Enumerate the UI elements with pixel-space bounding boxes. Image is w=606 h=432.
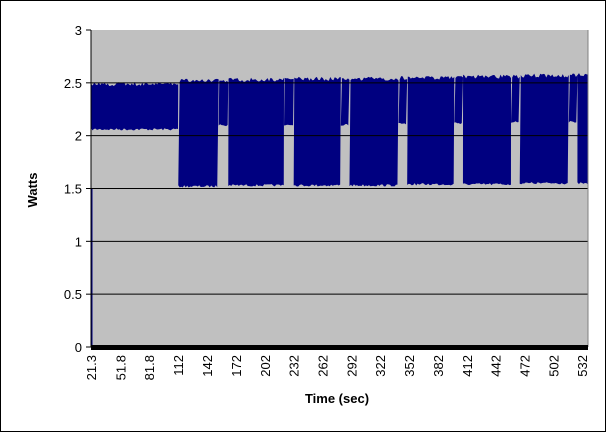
- data-band-segment: [91, 82, 179, 131]
- data-band-segment: [178, 78, 219, 188]
- data-band-segment: [407, 76, 455, 186]
- x-tick-label: 382: [431, 355, 446, 377]
- x-tick-label: 172: [229, 355, 244, 377]
- y-tick-label: 3: [75, 23, 82, 38]
- data-band-segment: [577, 73, 588, 185]
- y-tick-label: 1.5: [64, 182, 82, 197]
- data-band-segment: [511, 74, 520, 123]
- x-tick-label: 202: [258, 355, 273, 377]
- data-band-segment: [349, 76, 399, 187]
- y-tick-label: 0: [75, 340, 82, 355]
- x-tick-label: 412: [460, 355, 475, 377]
- x-axis: [91, 345, 588, 350]
- data-band-segment: [462, 74, 512, 186]
- x-tick-label: 502: [546, 355, 561, 377]
- x-tick-label: 142: [200, 355, 215, 377]
- data-band-segment: [519, 73, 569, 185]
- x-tick-label: 352: [402, 355, 417, 377]
- x-tick-label: 292: [344, 355, 359, 377]
- y-tick-label: 0.5: [64, 287, 82, 302]
- x-tick-label: 112: [171, 355, 186, 376]
- data-band-segment: [228, 77, 285, 187]
- data-band-segment: [340, 78, 350, 126]
- data-band-segment: [454, 76, 463, 125]
- x-tick-label: 81.8: [142, 355, 157, 380]
- x-tick-label: 262: [316, 355, 331, 377]
- x-tick-label: 472: [518, 355, 533, 377]
- x-tick-label: 532: [575, 355, 590, 377]
- x-tick-label: 51.8: [113, 355, 128, 380]
- x-tick-label: 322: [373, 355, 388, 377]
- data-band-segment: [398, 76, 408, 125]
- data-band-segment: [568, 73, 578, 123]
- data-band-segment: [284, 77, 294, 126]
- y-tick-label: 1: [75, 234, 82, 249]
- x-axis-label: Time (sec): [305, 391, 369, 406]
- x-tick-label: 21.3: [84, 355, 99, 380]
- y-tick-label: 2.5: [64, 76, 82, 91]
- y-axis-label: Watts: [25, 173, 40, 208]
- x-tick-label: 232: [287, 355, 302, 377]
- x-tick-label: 442: [489, 355, 504, 377]
- y-tick-label: 2: [75, 129, 82, 144]
- data-band-segment: [293, 76, 341, 187]
- data-band-segment: [218, 80, 229, 127]
